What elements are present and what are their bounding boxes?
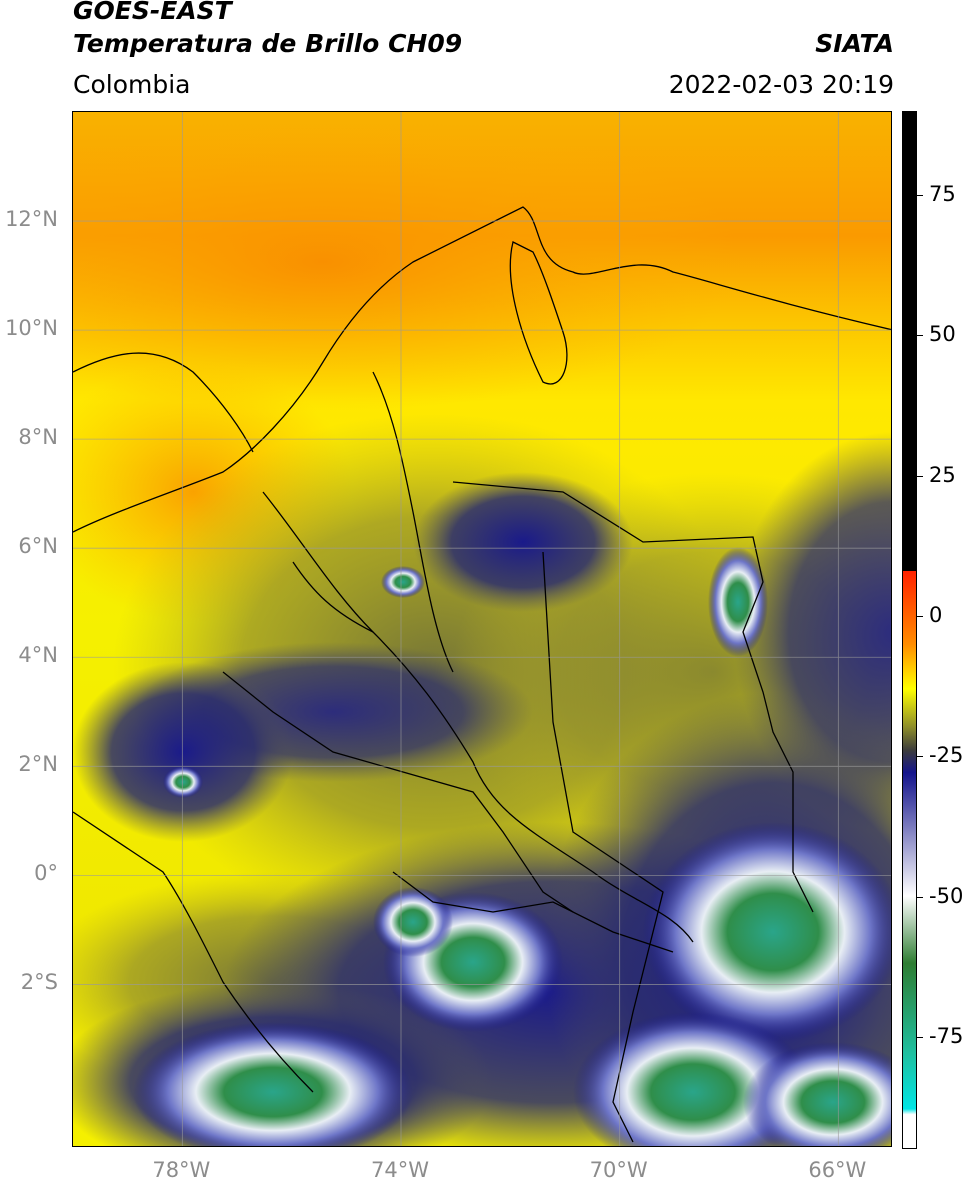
lon-label: 66°W bbox=[808, 1158, 867, 1182]
satellite-map bbox=[72, 111, 892, 1147]
colorbar-tick bbox=[917, 1036, 923, 1038]
deep-convection bbox=[373, 887, 453, 957]
lat-label: 2°N bbox=[18, 752, 58, 777]
coastlines-borders bbox=[73, 206, 891, 1143]
colorbar-tick-label: -75 bbox=[929, 1023, 964, 1048]
colorbar-tick bbox=[917, 335, 923, 337]
lat-label: 4°N bbox=[18, 643, 58, 668]
colorbar-tick-label: 50 bbox=[929, 322, 956, 347]
deep-convection bbox=[163, 766, 203, 798]
datetime-label: 2022-02-03 20:19 bbox=[668, 70, 894, 99]
lat-label: 2°S bbox=[20, 970, 58, 995]
lon-label: 78°W bbox=[152, 1158, 211, 1182]
deep-convection bbox=[381, 566, 425, 598]
colorbar bbox=[902, 111, 917, 1149]
deep-convection bbox=[743, 1042, 891, 1146]
colorbar-tick bbox=[917, 896, 923, 898]
colorbar-tick bbox=[917, 475, 923, 477]
region-label: Colombia bbox=[73, 70, 191, 99]
colorbar-tick-label: -25 bbox=[929, 743, 964, 768]
colorbar-tick-label: 75 bbox=[929, 182, 956, 207]
cold-cloud-region bbox=[73, 662, 293, 842]
lon-label: 74°W bbox=[371, 1158, 429, 1182]
colorbar-tick bbox=[917, 615, 923, 617]
deep-convection bbox=[708, 547, 768, 657]
lat-label: 6°N bbox=[18, 534, 58, 559]
lat-label: 12°N bbox=[5, 207, 58, 232]
colorbar-tick bbox=[917, 195, 923, 197]
lat-label: 8°N bbox=[18, 425, 58, 450]
colorbar-tick bbox=[917, 756, 923, 758]
colorbar-tick-label: -50 bbox=[929, 883, 964, 908]
map-grid bbox=[73, 112, 891, 1146]
map-canvas bbox=[73, 112, 891, 1146]
colorbar-tick-label: 0 bbox=[929, 602, 943, 627]
satellite-title: GOES-EAST bbox=[73, 0, 232, 25]
lat-label: 0° bbox=[34, 861, 58, 886]
lon-label: 70°W bbox=[589, 1158, 648, 1182]
product-title: Temperatura de Brillo CH09 bbox=[73, 29, 463, 58]
lat-label: 10°N bbox=[5, 316, 58, 341]
deep-convection bbox=[133, 1022, 413, 1146]
agency-label: SIATA bbox=[815, 29, 894, 58]
deep-convection bbox=[643, 822, 891, 1042]
warm-region bbox=[73, 112, 743, 412]
cold-cloud-region bbox=[413, 472, 633, 612]
colorbar-tick-label: 25 bbox=[929, 462, 956, 487]
